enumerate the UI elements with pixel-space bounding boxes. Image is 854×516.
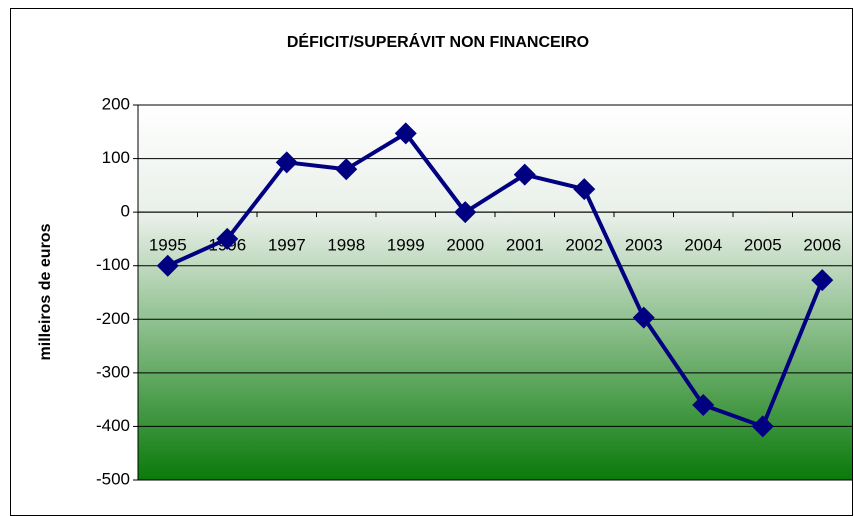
x-tick-label: 2000 [446, 236, 484, 255]
data-marker [216, 227, 239, 250]
data-marker [513, 163, 536, 186]
data-marker [692, 394, 715, 416]
y-tick-label: -400 [96, 416, 130, 435]
x-tick-label: 1998 [327, 236, 365, 255]
x-tick-label: 2002 [565, 236, 603, 255]
x-tick-label: 2003 [625, 236, 663, 255]
y-axis-label: milleiros de euros [37, 223, 54, 360]
x-tick-label: 2004 [684, 236, 722, 255]
y-tick-label: -100 [96, 255, 130, 274]
y-tick-label: -300 [96, 362, 130, 381]
x-tick-label: 2005 [744, 236, 782, 255]
data-line [166, 131, 825, 429]
x-tick-label: 1995 [149, 236, 187, 255]
data-marker [335, 158, 358, 181]
data-marker [394, 122, 417, 145]
data-marker [573, 178, 596, 201]
x-tick-label: 1999 [387, 236, 425, 255]
y-tick-label: 0 [121, 202, 130, 221]
y-tick-label: -500 [96, 469, 130, 488]
y-tick-label: 100 [102, 148, 130, 167]
chart-title: DÉFICIT/SUPERÁVIT NON FINANCEIRO [287, 32, 589, 51]
y-tick-label: -200 [96, 309, 130, 328]
data-marker [275, 151, 298, 174]
x-tick-label: 1997 [268, 236, 306, 255]
data-marker [156, 254, 179, 277]
plot-area [138, 105, 852, 480]
data-marker [454, 201, 477, 224]
x-tick-label: 2006 [803, 236, 841, 255]
x-tick-label: 2001 [506, 236, 544, 255]
data-marker [751, 415, 774, 438]
y-tick-label: 200 [102, 94, 130, 113]
data-marker [632, 306, 655, 329]
data-marker [811, 269, 834, 292]
